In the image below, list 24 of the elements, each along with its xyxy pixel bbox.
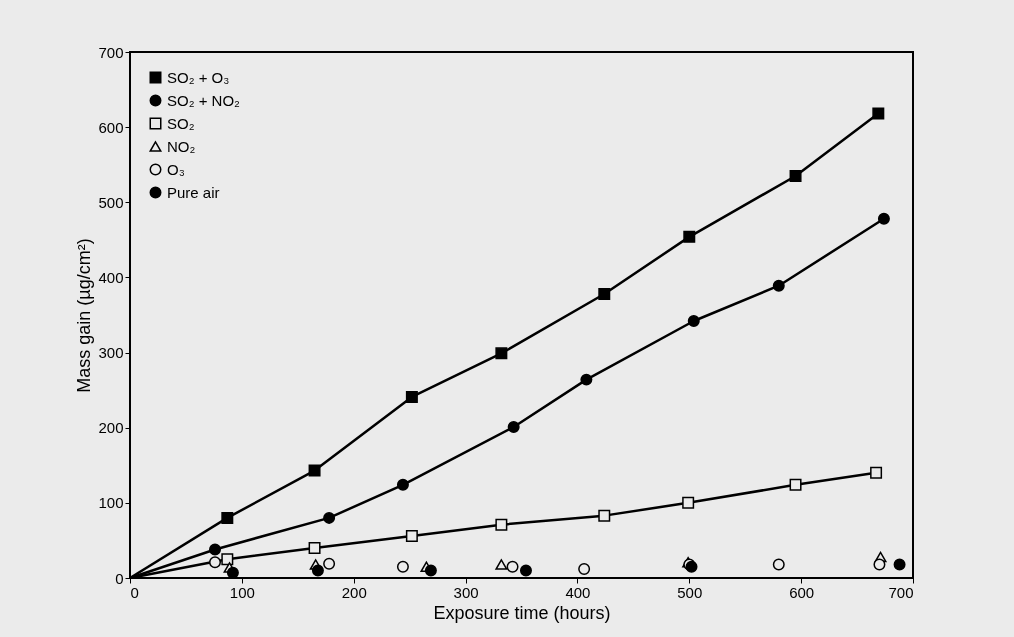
legend-label: SO₂ + NO₂ (167, 91, 241, 109)
legend-label: O₃ (167, 160, 185, 178)
x-tick-label: 600 (789, 583, 815, 601)
x-tick-label: 400 (565, 583, 591, 601)
y-tick-label: 200 (98, 419, 124, 437)
y-tick-label: 100 (98, 494, 124, 512)
x-tick-label: 100 (229, 583, 255, 601)
x-tick-label: 700 (888, 583, 914, 601)
x-tick-label: 0 (130, 583, 139, 601)
y-tick-label: 500 (98, 193, 124, 211)
legend-label: SO₂ + O₃ (167, 68, 230, 86)
y-tick-label: 0 (115, 569, 124, 587)
legend-label: SO₂ (167, 114, 195, 132)
y-tick-label: 300 (98, 344, 124, 362)
y-tick-label: 400 (98, 268, 124, 286)
y-axis-title: Mass gain (µg/cm²) (74, 238, 95, 393)
legend-label: Pure air (167, 183, 220, 201)
x-tick-label: 300 (453, 583, 479, 601)
y-tick-label: 700 (98, 43, 124, 61)
x-axis-title: Exposure time (hours) (433, 602, 611, 623)
y-tick-label: 600 (98, 118, 124, 136)
legend-label: NO₂ (167, 137, 196, 155)
x-tick-label: 500 (677, 583, 703, 601)
x-tick-label: 200 (341, 583, 367, 601)
